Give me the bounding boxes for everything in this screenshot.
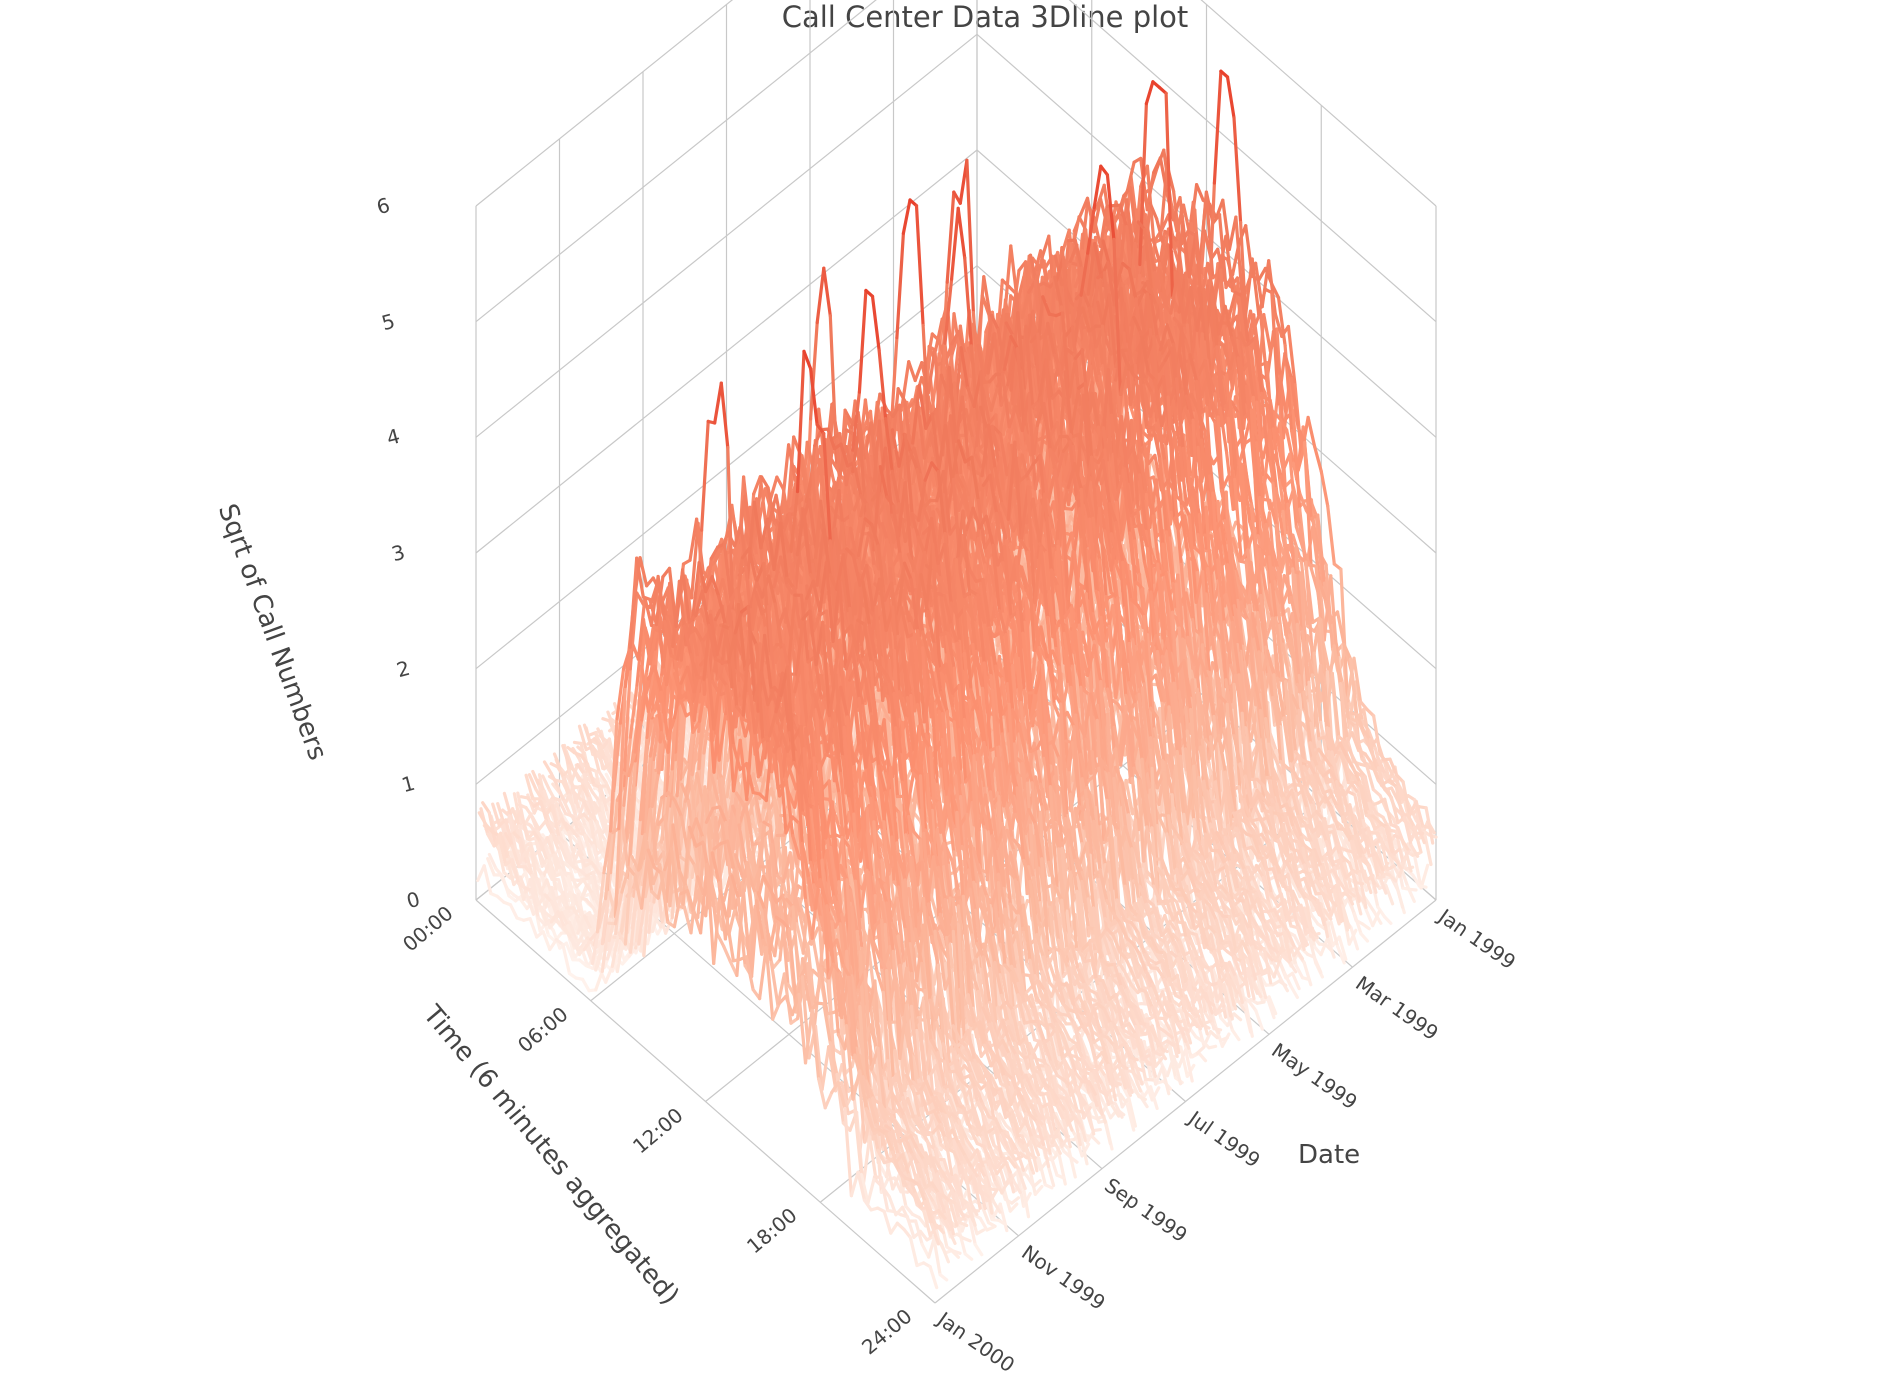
data-lines <box>476 69 1438 1290</box>
date-axis-title: Date <box>1298 1140 1360 1170</box>
chart-title: Call Center Data 3Dline plot <box>0 0 1900 34</box>
